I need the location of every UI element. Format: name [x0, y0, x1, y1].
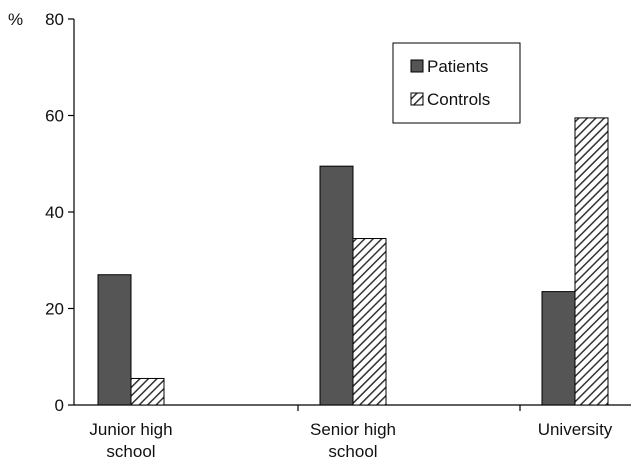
y-tick-label: 60: [45, 107, 64, 126]
labels: 0 20 40 60 80% Junior high school Senior high sc…: [8, 10, 613, 461]
legend-label-controls: Controls: [427, 90, 490, 109]
y-tick-label: 20: [45, 300, 64, 319]
bar-patients-2: [541, 291, 576, 406]
legend-label-patients: Patients: [427, 57, 488, 76]
bar-patients-1: [319, 165, 354, 406]
legend: Patients Controls: [392, 42, 521, 124]
bar-controls-0: [130, 377, 165, 406]
x-category-label: Senior high school: [310, 420, 396, 461]
y-tick-label: 40: [45, 203, 64, 222]
legend-swatch-patients: [410, 59, 424, 73]
bars: [97, 117, 609, 406]
bar-controls-2: [574, 117, 609, 406]
x-category-label: University: [538, 420, 613, 439]
y-tick-label: 80: [45, 10, 64, 29]
bar-controls-1: [352, 238, 387, 406]
y-axis-label: %: [8, 10, 23, 29]
x-category-label: Junior high school: [89, 420, 172, 461]
legend-swatch-controls: [410, 92, 424, 106]
y-tick-label: 0: [55, 396, 64, 415]
bar-patients-0: [97, 274, 132, 406]
legend-box: [392, 42, 521, 124]
